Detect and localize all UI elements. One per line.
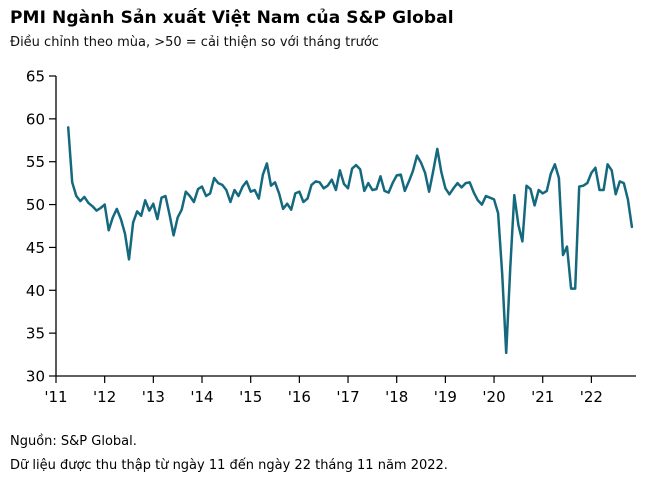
svg-text:45: 45 <box>26 239 45 257</box>
svg-text:'16: '16 <box>288 388 311 406</box>
svg-text:55: 55 <box>26 153 45 171</box>
svg-text:'22: '22 <box>580 388 603 406</box>
chart-subtitle: Điều chỉnh theo mùa, >50 = cải thiện so … <box>10 35 379 50</box>
svg-text:'18: '18 <box>385 388 408 406</box>
svg-text:'15: '15 <box>239 388 262 406</box>
chart-card: PMI Ngành Sản xuất Việt Nam của S&P Glob… <box>10 8 642 473</box>
svg-text:'19: '19 <box>434 388 457 406</box>
svg-text:'12: '12 <box>93 388 116 406</box>
svg-text:'11: '11 <box>44 388 67 406</box>
svg-text:'20: '20 <box>482 388 505 406</box>
pmi-line-chart-svg: 30 35 40 45 50 55 60 65 '11 '12 '13 '14 '15 '16 '17 '18… <box>26 68 636 406</box>
svg-text:30: 30 <box>26 368 45 386</box>
source-line: Nguồn: S&P Global. <box>10 434 137 449</box>
svg-text:40: 40 <box>26 282 45 300</box>
svg-text:60: 60 <box>26 110 45 128</box>
svg-text:'21: '21 <box>531 388 554 406</box>
chart-footer: Nguồn: S&P Global. Dữ liệu được thu thập… <box>10 434 638 473</box>
svg-text:'17: '17 <box>336 388 359 406</box>
collection-note: Dữ liệu được thu thập từ ngày 11 đến ngà… <box>10 458 448 473</box>
pmi-line-chart: 30 35 40 45 50 55 60 65 '11 '12 '13 '14 '15 '16 '17 '18… <box>10 62 642 414</box>
svg-text:65: 65 <box>26 68 45 86</box>
svg-text:50: 50 <box>26 196 45 214</box>
chart-title: PMI Ngành Sản xuất Việt Nam của S&P Glob… <box>10 8 454 28</box>
svg-text:'14: '14 <box>190 388 213 406</box>
svg-text:'13: '13 <box>142 388 165 406</box>
svg-text:35: 35 <box>26 325 45 343</box>
